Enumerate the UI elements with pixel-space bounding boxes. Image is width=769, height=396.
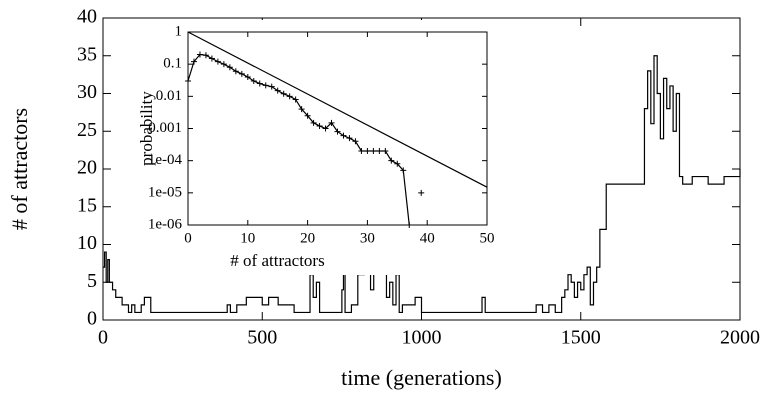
data-point — [196, 51, 203, 58]
data-point — [250, 77, 257, 84]
data-point — [280, 90, 287, 97]
data-line — [103, 55, 741, 314]
y-tick-label: 0.01 — [156, 88, 182, 104]
data-point — [340, 132, 347, 139]
x-tick-label: 40 — [420, 231, 435, 247]
x-tick-label: 50 — [480, 231, 495, 247]
data-point — [226, 64, 233, 71]
y-tick-label: 35 — [77, 43, 97, 65]
x-axis-label: time (generations) — [341, 365, 502, 390]
y-tick-label: 10 — [77, 232, 97, 254]
y-tick-label: 0.001 — [148, 120, 182, 136]
data-point — [418, 189, 425, 196]
y-tick-label: 20 — [77, 157, 97, 179]
data-line — [187, 31, 488, 188]
data-point — [286, 93, 293, 100]
x-tick-label: 0 — [98, 327, 108, 349]
chart-panel: 0 10 20 30 40 50 1e-06 1e-05 1e-04 0.001 0.01 0.1 1 #… — [137, 20, 499, 275]
y-tick-label: 40 — [77, 6, 97, 28]
y-tick-label: 0 — [87, 308, 97, 330]
y-tick-label: 30 — [77, 81, 97, 103]
x-tick-label: 1000 — [402, 327, 442, 349]
data-point — [346, 135, 353, 142]
x-axis-label: # of attractors — [230, 251, 324, 270]
x-tick-label: 2000 — [720, 327, 760, 349]
y-axis-label: # of attractors — [7, 108, 32, 230]
data-point — [352, 138, 359, 145]
data-point — [334, 128, 341, 135]
y-tick-label: 1e-04 — [148, 152, 183, 168]
y-tick-label: 25 — [77, 119, 97, 141]
inset-background — [138, 20, 499, 275]
y-tick-label: 5 — [87, 270, 97, 292]
y-tick-label: 15 — [77, 194, 97, 216]
y-tick-label: 1e-06 — [148, 216, 183, 232]
y-tick-label: 1 — [175, 23, 183, 39]
x-tick-label: 0 — [184, 231, 192, 247]
y-axis-label: probability — [137, 91, 156, 166]
data-point — [256, 80, 263, 87]
x-tick-label: 500 — [247, 327, 277, 349]
x-tick-label: 30 — [360, 231, 375, 247]
x-tick-label: 1500 — [561, 327, 601, 349]
x-tick-label: 10 — [240, 231, 255, 247]
x-tick-label: 20 — [300, 231, 315, 247]
y-tick-label: 0.1 — [163, 56, 182, 72]
data-point — [185, 77, 191, 84]
y-tick-label: 1e-05 — [148, 184, 182, 200]
